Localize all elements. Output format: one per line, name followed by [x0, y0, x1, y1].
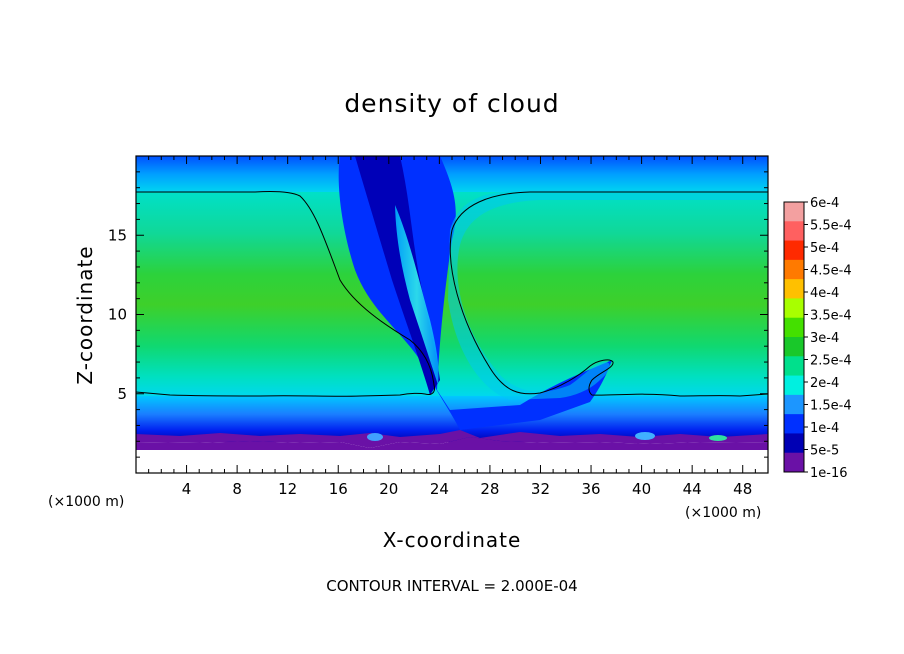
chart-title: density of cloud [344, 89, 559, 118]
colorbar-swatch [784, 452, 804, 473]
colorbar-label: 5e-5 [810, 444, 839, 459]
x-axis-title: X-coordinate [383, 528, 522, 552]
colorbar: 6e-4 5.5e-4 5e-4 4.5e-4 4e-4 3.5e-4 3e-4 2.5e-4… [783, 196, 852, 481]
colorbar-label: 3.5e-4 [810, 309, 852, 324]
colorbar-swatch [784, 259, 804, 280]
x-tick-label: 24 [430, 480, 449, 498]
x-tick-label: 8 [232, 480, 242, 498]
x-axis-unit: (×1000 m) [685, 505, 761, 521]
colorbar-swatch [784, 433, 804, 454]
x-tick-label: 40 [632, 480, 651, 498]
colorbar-label: 1.5e-4 [810, 399, 852, 414]
colorbar-label: 1e-16 [810, 466, 848, 481]
y-axis-unit: (×1000 m) [48, 494, 124, 510]
y-axis-ticks: 5 10 15 [108, 171, 768, 458]
colorbar-swatch [784, 221, 804, 242]
colorbar-swatch [784, 337, 804, 357]
y-tick-label: 5 [117, 385, 127, 403]
colorbar-swatch [784, 202, 804, 222]
colorbar-swatch [784, 279, 804, 299]
colorbar-swatch [784, 394, 804, 415]
colorbar-label: 5.5e-4 [810, 219, 852, 234]
x-tick-label: 36 [581, 480, 600, 498]
colorbar-label: 6e-4 [810, 196, 839, 211]
contour-interval-note: CONTOUR INTERVAL = 2.000E-04 [326, 577, 577, 595]
y-axis-title: Z-coordinate [73, 245, 97, 384]
x-tick-label: 4 [182, 480, 192, 498]
colorbar-swatch [784, 356, 804, 377]
colorbar-label: 2.5e-4 [810, 354, 852, 369]
y-tick-label: 10 [108, 306, 127, 324]
x-tick-label: 32 [531, 480, 550, 498]
x-tick-label: 16 [329, 480, 348, 498]
colorbar-swatch [784, 317, 804, 338]
x-tick-label: 44 [683, 480, 702, 498]
colorbar-swatch [784, 298, 804, 319]
x-tick-label: 12 [278, 480, 297, 498]
x-tick-label: 48 [733, 480, 752, 498]
y-tick-label: 15 [108, 226, 127, 244]
colorbar-swatch [784, 414, 804, 434]
colorbar-label: 3e-4 [810, 331, 839, 346]
colorbar-label: 4e-4 [810, 286, 839, 301]
colorbar-label: 1e-4 [810, 421, 839, 436]
colorbar-label: 5e-4 [810, 241, 839, 256]
colorbar-label: 2e-4 [810, 376, 839, 391]
colorbar-swatch [784, 240, 804, 261]
colorbar-label: 4.5e-4 [810, 264, 852, 279]
colorbar-swatch [784, 375, 804, 396]
density-field [136, 156, 768, 473]
x-tick-label: 20 [379, 480, 398, 498]
x-tick-label: 28 [480, 480, 499, 498]
x-axis-ticks: 4 8 12 16 20 24 28 32 36 40 44 48 [148, 156, 756, 498]
